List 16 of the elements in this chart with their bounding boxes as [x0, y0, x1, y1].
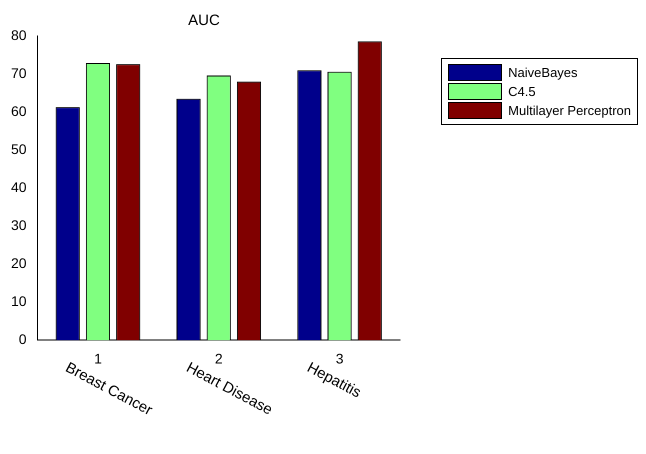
y-tick-label: 10	[10, 293, 27, 310]
legend-label: C4.5	[508, 84, 536, 99]
y-tick-label: 80	[10, 26, 27, 43]
chart-title: AUC	[188, 12, 220, 30]
y-tick-label: 40	[10, 178, 27, 195]
y-tick-label: 60	[10, 102, 27, 119]
y-tick-label: 70	[10, 64, 27, 81]
y-tick-label: 0	[18, 331, 27, 348]
legend-label: NaiveBayes	[508, 65, 578, 80]
x-tick-label: 3	[336, 350, 344, 366]
legend-label: Multilayer Perceptron	[508, 103, 631, 118]
x-tick-label: 1	[94, 350, 102, 366]
y-tick-label: 20	[10, 255, 27, 272]
y-tick-label: 50	[10, 140, 27, 157]
x-tick-label: 2	[214, 350, 223, 366]
y-tick-label: 30	[10, 216, 27, 233]
